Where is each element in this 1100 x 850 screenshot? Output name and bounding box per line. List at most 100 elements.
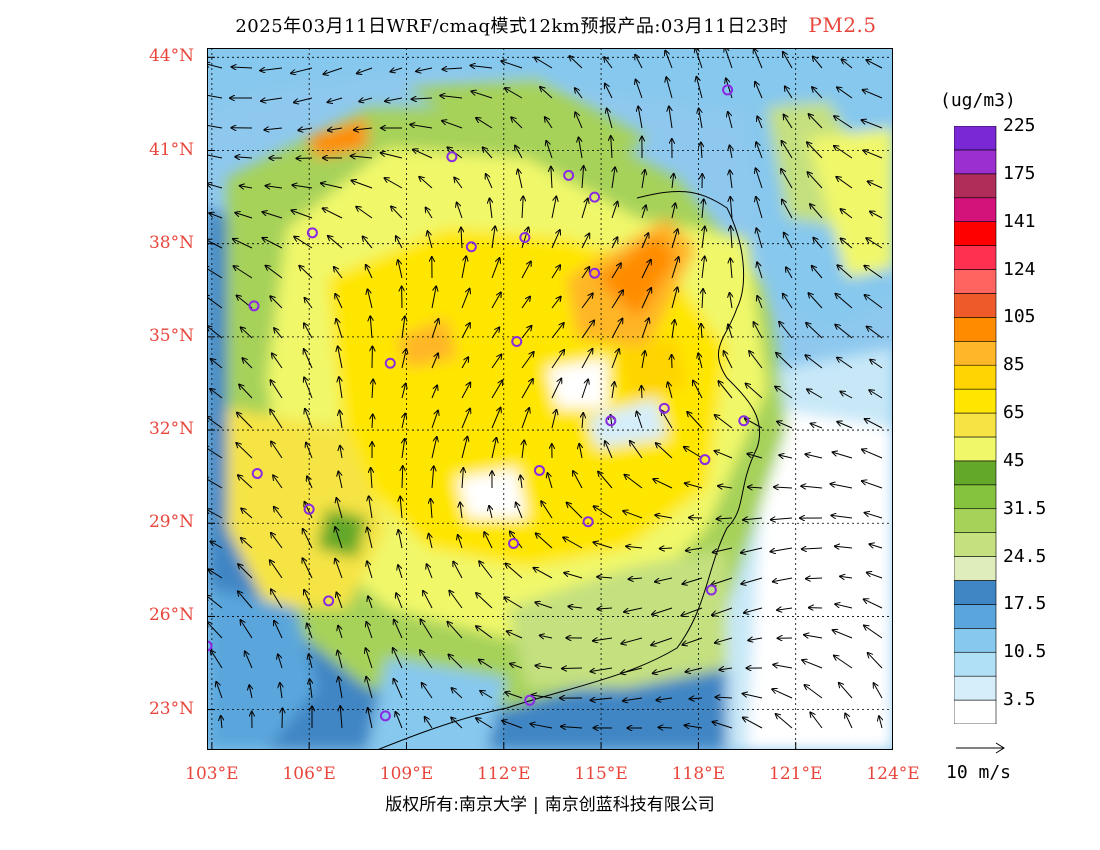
wind-arrow — [651, 637, 673, 645]
wind-arrow — [840, 209, 853, 219]
wind-arrow — [641, 233, 648, 249]
colorbar-swatch — [954, 604, 997, 629]
wind-arrow — [864, 266, 883, 279]
city-marker — [519, 231, 531, 243]
wind-arrow — [757, 117, 763, 129]
wind-arrow — [870, 212, 883, 219]
wind-arrow — [755, 82, 763, 99]
city-marker — [384, 357, 396, 369]
wind-arrow — [521, 297, 530, 309]
wind-arrow — [865, 295, 883, 309]
wind-arrow — [658, 727, 673, 728]
wind-arrow — [757, 296, 763, 309]
wind-arrow — [741, 577, 763, 584]
wind-arrow — [669, 107, 672, 129]
wind-arrow — [461, 256, 466, 279]
wind-arrow — [432, 466, 434, 489]
wind-arrow — [591, 698, 613, 700]
wind-arrow — [551, 230, 560, 249]
colorbar-swatch — [954, 388, 997, 414]
colorbar-swatch — [954, 126, 997, 151]
city-marker — [446, 151, 458, 163]
wind-arrow — [340, 706, 342, 729]
colorbar-unit: (ug/m3) — [940, 90, 1016, 111]
wind-arrow — [656, 698, 673, 700]
wind-arrow — [338, 472, 343, 489]
wind-arrow — [785, 86, 793, 99]
wind-arrow — [810, 204, 823, 219]
copyright-footer: 版权所有:南京大学 | 南京创蓝科技有限公司 — [0, 790, 1100, 815]
wind-arrow — [551, 265, 560, 279]
wind-arrow — [545, 117, 553, 129]
wind-arrow — [837, 358, 853, 369]
colorbar-swatch — [954, 412, 997, 438]
city-marker — [465, 241, 477, 253]
wind-arrow — [216, 682, 223, 699]
wind-arrow — [431, 319, 438, 339]
wind-arrow — [562, 668, 583, 669]
wind-arrow — [726, 78, 733, 99]
wind-arrow — [581, 349, 592, 369]
wind-arrow — [516, 503, 523, 519]
wind-arrow — [717, 518, 733, 519]
wind-arrow — [535, 666, 553, 668]
wind-arrow — [207, 267, 223, 279]
wind-arrow — [351, 156, 373, 158]
wind-arrow — [431, 411, 438, 429]
wind-arrow — [687, 412, 703, 429]
wind-arrow — [423, 591, 433, 609]
wind-arrow — [328, 97, 343, 102]
wind-arrow — [502, 721, 523, 729]
wind-arrow — [807, 389, 823, 399]
lat-label: 26°N — [148, 605, 194, 626]
wind-arrow — [264, 128, 283, 130]
wind-arrow — [210, 389, 223, 399]
wind-arrow — [611, 349, 619, 369]
colorbar-swatch — [954, 293, 997, 318]
wind-arrow — [672, 203, 675, 219]
wind-arrow — [426, 208, 433, 219]
wind-arrow — [777, 421, 793, 429]
wind-arrow — [521, 379, 533, 399]
wind-arrow — [782, 200, 793, 219]
footer-separator: | — [533, 795, 539, 815]
wind-arrow — [802, 548, 823, 549]
wind-arrow — [335, 527, 343, 549]
colorbar-swatch — [954, 340, 997, 366]
colorbar-label: 31.5 — [1003, 497, 1047, 519]
wind-arrow — [240, 620, 253, 639]
wind-arrow — [381, 153, 403, 159]
wind-arrow — [835, 546, 853, 548]
wind-arrow — [862, 120, 883, 129]
product-title: 2025年03月11日WRF/cmaq模式12km预报产品:03月11日23时 — [235, 16, 789, 37]
wind-arrow — [491, 258, 500, 279]
wind-arrow — [777, 608, 793, 610]
wind-arrow — [756, 197, 763, 219]
wind-arrow — [339, 377, 342, 399]
wind-arrow — [294, 97, 313, 102]
wind-arrow — [575, 88, 583, 99]
wind-arrow — [334, 267, 343, 279]
wind-arrow — [261, 98, 283, 101]
wind-arrow — [211, 541, 223, 549]
wind-arrow — [278, 654, 283, 669]
lon-label: 109°E — [379, 764, 434, 784]
colorbar-swatch — [954, 149, 997, 175]
wind-arrow — [304, 590, 313, 609]
copyright-owner: 版权所有:南京大学 — [385, 795, 527, 815]
wind-arrow — [594, 506, 613, 519]
wind-arrow — [612, 382, 614, 399]
company-name: 南京创蓝科技有限公司 — [544, 795, 715, 815]
wind-arrow — [874, 683, 883, 699]
wind-arrow — [730, 258, 732, 279]
wind-arrow — [621, 637, 643, 644]
wind-arrow — [642, 170, 645, 189]
colorbar-label: 17.5 — [1003, 593, 1047, 615]
wind-arrow — [266, 266, 283, 279]
wind-arrow — [839, 683, 853, 699]
city-marker — [524, 694, 536, 706]
wind-arrow — [805, 355, 823, 369]
wind-arrow — [211, 650, 223, 669]
wind-arrow — [636, 80, 643, 99]
wind-arrow — [540, 87, 553, 99]
